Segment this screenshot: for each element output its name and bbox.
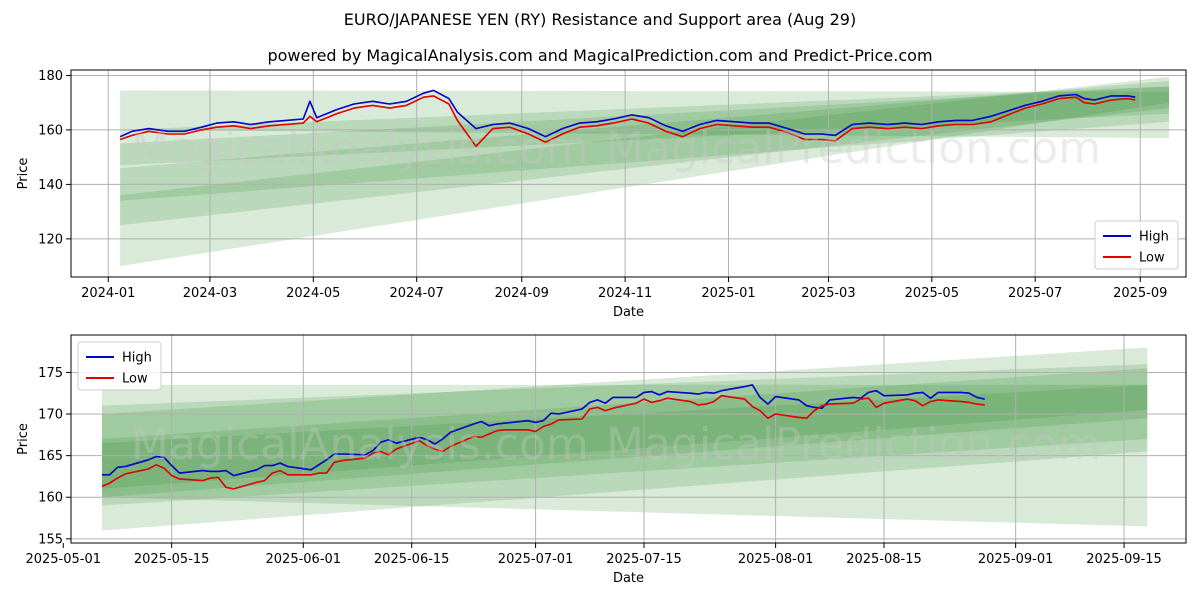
x-tick-label: 2025-07-15 (606, 552, 682, 567)
y-tick-label: 165 (38, 449, 63, 464)
support-band (101, 364, 1148, 531)
watermark-text: MagicalPrediction.com (606, 123, 1101, 174)
x-tick-label: 2024-11 (598, 286, 652, 301)
support-band (120, 86, 1170, 201)
x-tick-label: 2025-05-15 (134, 552, 210, 567)
x-tick-label: 2024-07 (390, 286, 444, 301)
watermark-text: MagicalAnalysis.com (131, 419, 589, 470)
legend-box (1094, 220, 1179, 270)
series-line-low (101, 394, 985, 490)
y-axis-label: Price (16, 158, 31, 190)
legend: High Low (1094, 220, 1179, 270)
series-line-high (119, 89, 1136, 138)
plot-area (71, 335, 1186, 543)
x-tick-label: 2025-09 (1113, 286, 1167, 301)
x-axis-label: Date (613, 305, 644, 320)
x-tick-label: 2025-09-01 (978, 552, 1054, 567)
legend-label-low: Low (1139, 251, 1165, 266)
support-band (120, 76, 1170, 267)
y-tick-label: 140 (38, 178, 63, 193)
y-tick-label: 160 (38, 491, 63, 506)
y-tick-label: 175 (38, 366, 63, 381)
x-tick-label: 2024-05 (286, 286, 340, 301)
axes-frame (70, 334, 1187, 544)
x-tick-label: 2024-03 (183, 286, 237, 301)
plot-area (71, 70, 1186, 277)
legend: High Low (77, 341, 162, 391)
y-tick-label: 120 (38, 232, 63, 247)
x-tick-label: 2025-01 (701, 286, 755, 301)
x-tick-label: 2025-08-15 (846, 552, 922, 567)
support-band (120, 80, 1170, 226)
axes-frame (70, 69, 1187, 278)
support-band (101, 347, 1148, 506)
support-band (120, 86, 1170, 166)
y-axis-label: Price (16, 423, 31, 455)
y-tick-label: 180 (38, 69, 63, 84)
x-tick-label: 2025-07-01 (498, 552, 574, 567)
x-tick-label: 2025-06-15 (374, 552, 450, 567)
x-tick-label: 2025-08-01 (738, 552, 814, 567)
chart-subtitle: powered by MagicalAnalysis.com and Magic… (267, 46, 933, 65)
x-tick-label: 2025-05-01 (25, 552, 101, 567)
series-line-low (119, 95, 1136, 148)
support-band (101, 384, 1148, 498)
x-tick-label: 2025-09-15 (1086, 552, 1162, 567)
x-axis-label: Date (613, 571, 644, 586)
legend-label-high: High (122, 351, 152, 366)
y-tick-label: 170 (38, 408, 63, 423)
legend-label-low: Low (122, 372, 148, 387)
x-tick-label: 2025-06-01 (266, 552, 342, 567)
x-tick-label: 2025-07 (1008, 286, 1062, 301)
x-tick-label: 2025-05 (905, 286, 959, 301)
x-tick-label: 2024-09 (495, 286, 549, 301)
y-tick-label: 155 (38, 532, 63, 547)
x-tick-label: 2024-01 (81, 286, 135, 301)
chart-panel-recent-period: MagicalAnalysis.com MagicalPrediction.com… (16, 334, 1187, 586)
watermark-text: MagicalPrediction.com (606, 419, 1101, 470)
series-line-high (102, 384, 985, 477)
legend-box (77, 341, 162, 391)
watermark-text: MagicalAnalysis.com (131, 123, 589, 174)
legend-label-high: High (1139, 230, 1169, 245)
x-tick-label: 2025-03 (801, 286, 855, 301)
y-tick-label: 160 (38, 123, 63, 138)
chart-panel-full-period: MagicalAnalysis.com MagicalPrediction.com… (16, 69, 1187, 320)
chart-title: EURO/JAPANESE YEN (RY) Resistance and Su… (343, 10, 857, 29)
